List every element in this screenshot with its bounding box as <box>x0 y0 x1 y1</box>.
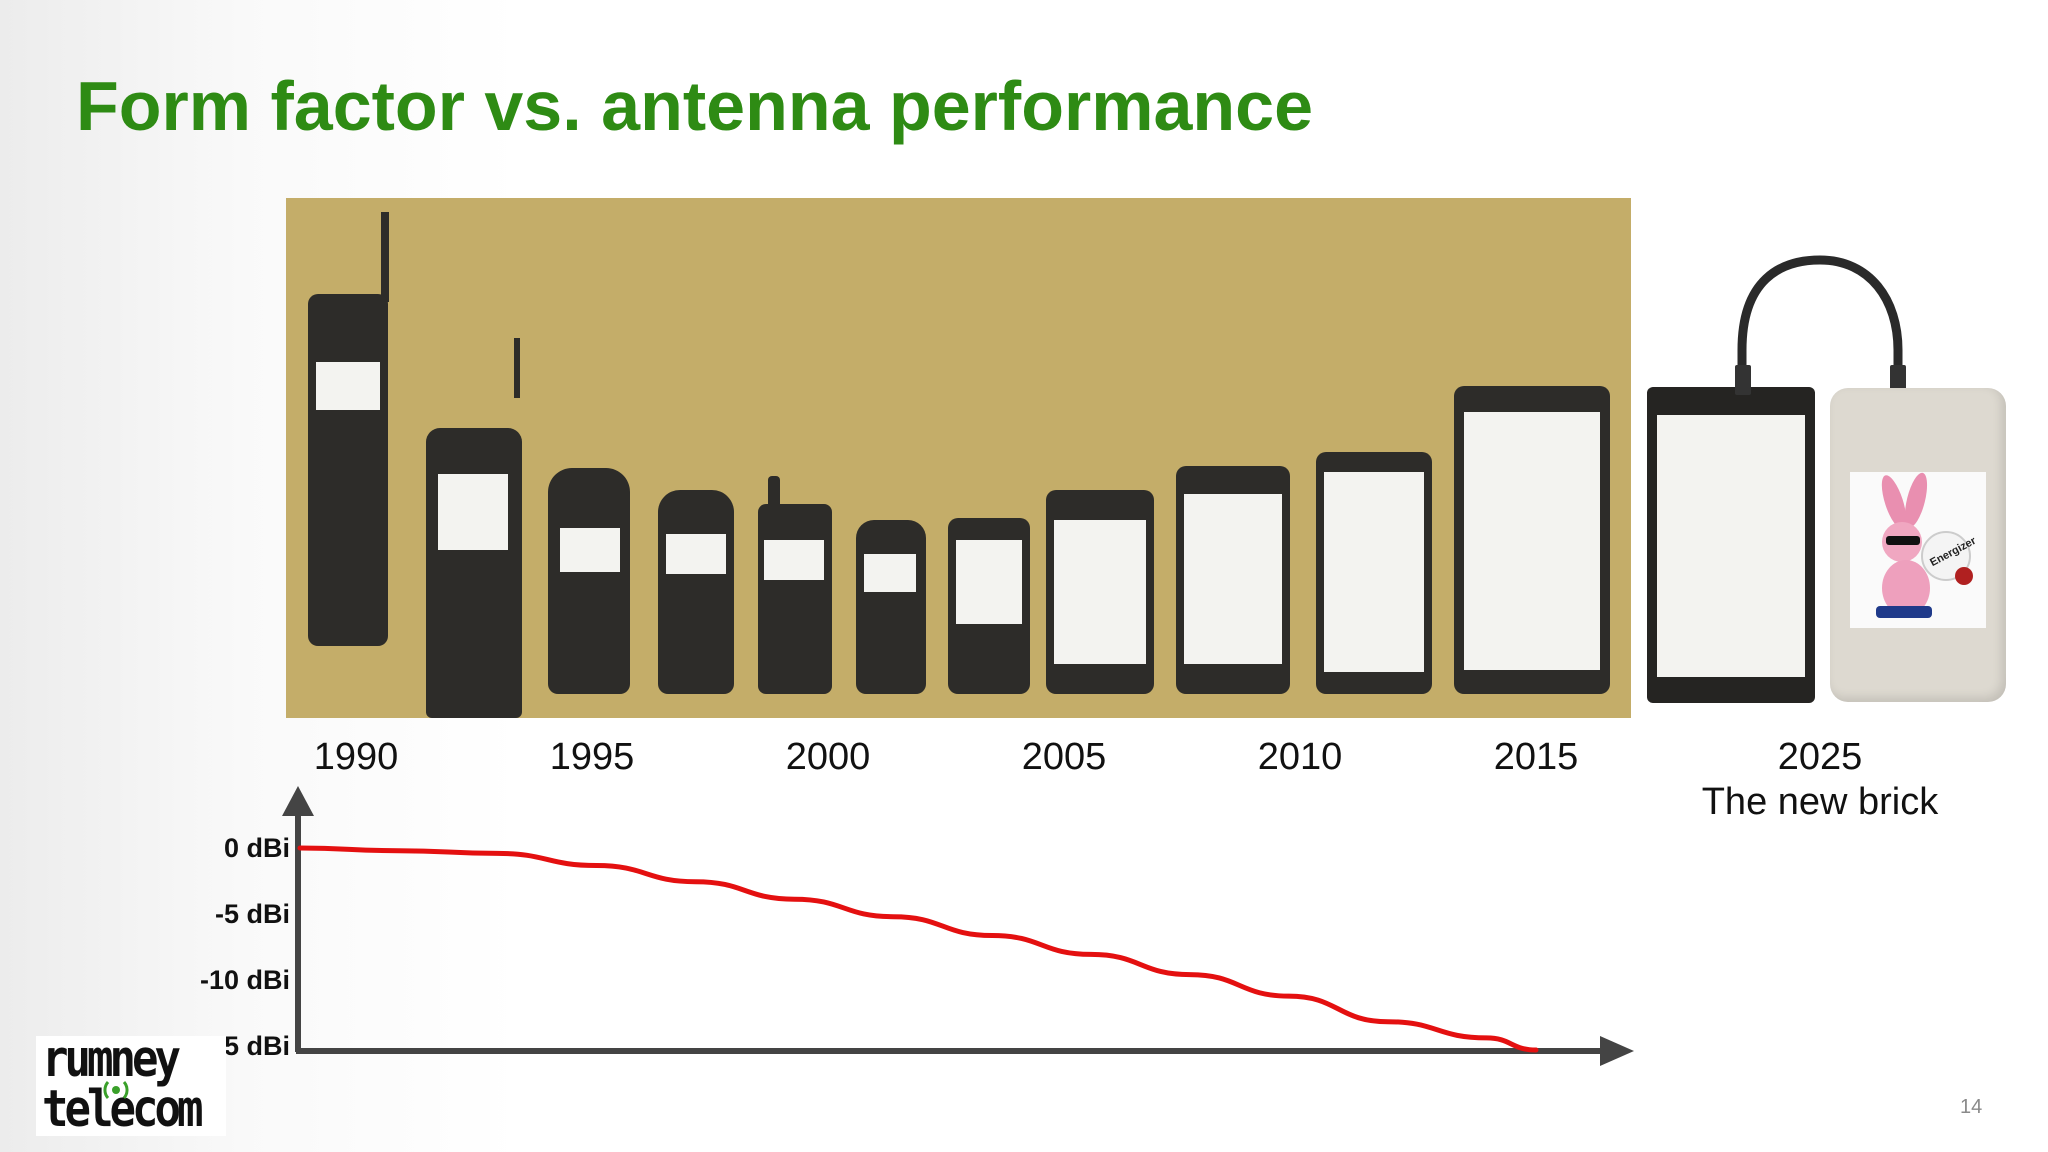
slide-title: Form factor vs. antenna performance <box>76 67 1313 145</box>
year-label-2015: 2015 <box>1493 736 1579 778</box>
phone-antenna <box>381 212 389 302</box>
y-axis-arrow <box>282 786 314 816</box>
phone-2015 <box>1454 386 1610 694</box>
brick-caption: The new brick <box>1701 781 1939 823</box>
phone-2002 <box>856 520 926 694</box>
usb-cable <box>1735 255 1906 395</box>
year-label-2010: 2010 <box>1257 736 1343 778</box>
page-number: 14 <box>1960 1096 1983 1118</box>
phone-antenna <box>768 476 780 510</box>
phone-1993 <box>426 428 522 718</box>
year-label-2025: 2025 <box>1777 736 1863 778</box>
antenna-gain-line <box>297 845 1539 1053</box>
phone-1995 <box>548 468 630 694</box>
phone-evolution-image <box>286 198 1631 718</box>
antenna-signal-icon <box>103 1081 129 1099</box>
year-label-2005: 2005 <box>1021 736 1107 778</box>
phone-2004 <box>948 518 1030 694</box>
rumney-telecom-logo: rumney telecom <box>36 1030 226 1139</box>
y-tick-label: -10 dBi <box>199 965 290 995</box>
phone-2006 <box>1046 490 1154 694</box>
y-tick-label: 0 dBi <box>223 833 290 863</box>
x-axis-arrow <box>1600 1036 1634 1066</box>
phone-1990 <box>308 294 388 646</box>
year-label-2000: 2000 <box>785 736 871 778</box>
phone-2025 <box>1647 387 1815 703</box>
phone-1998 <box>658 490 734 694</box>
y-tick-label: -5 dBi <box>214 899 290 929</box>
phone-2012 <box>1316 452 1432 694</box>
year-label-1990: 1990 <box>313 736 399 778</box>
phone-2000 <box>758 504 832 694</box>
year-label-1995: 1995 <box>549 736 635 778</box>
logo-text-line1: rumney <box>42 1030 181 1089</box>
powerbank: Energizer <box>1830 388 2006 702</box>
energizer-bunny-logo: Energizer <box>1850 472 1986 628</box>
phone-2009 <box>1176 466 1290 694</box>
phone-antenna <box>514 338 520 398</box>
logo-text-line2: telecom <box>42 1080 203 1139</box>
